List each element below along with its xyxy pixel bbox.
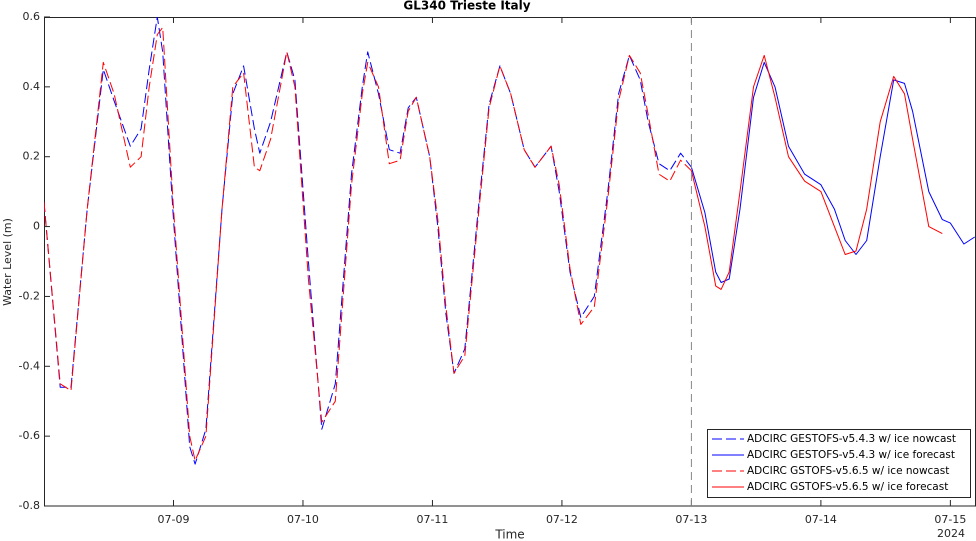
y-tick-label: -0.4 (19, 359, 40, 372)
y-tick-label: -0.6 (19, 429, 40, 442)
x-year-label: 2024 (937, 527, 965, 540)
y-tick-label: 0.4 (23, 80, 41, 93)
chart-title: GL340 Trieste Italy (403, 0, 530, 13)
series-line (44, 17, 692, 465)
x-axis-label: Time (494, 528, 524, 541)
lines (44, 17, 975, 465)
series-line (690, 61, 975, 283)
legend-box (707, 429, 971, 498)
y-tick-label: -0.8 (19, 499, 40, 512)
legend-label: ADCIRC GSTOFS-v5.6.5 w/ ice nowcast (747, 465, 949, 477)
series-line (690, 54, 943, 290)
legend-label: ADCIRC GESTOFS-v5.4.3 w/ ice forecast (747, 449, 955, 461)
legend-label: ADCIRC GSTOFS-v5.6.5 w/ ice forecast (747, 481, 948, 493)
y-tick-label: -0.2 (19, 289, 40, 302)
y-tick-label: 0.6 (23, 10, 41, 23)
legend-label: ADCIRC GESTOFS-v5.4.3 w/ ice nowcast (747, 433, 956, 445)
x-tick-label: 07-09 (157, 513, 189, 526)
x-tick-label: 07-14 (805, 513, 837, 526)
x-tick-label: 07-15 (934, 513, 966, 526)
x-tick-label: 07-11 (416, 513, 448, 526)
y-axis-label: Water Level (m) (1, 218, 14, 306)
y-tick-label: 0.2 (23, 150, 41, 163)
y-tick-label: 0 (33, 220, 40, 233)
x-tick-label: 07-10 (287, 513, 319, 526)
x-tick-label: 07-12 (546, 513, 578, 526)
x-tick-label: 07-13 (675, 513, 707, 526)
series-line (44, 27, 692, 462)
plot-frame (44, 17, 976, 507)
